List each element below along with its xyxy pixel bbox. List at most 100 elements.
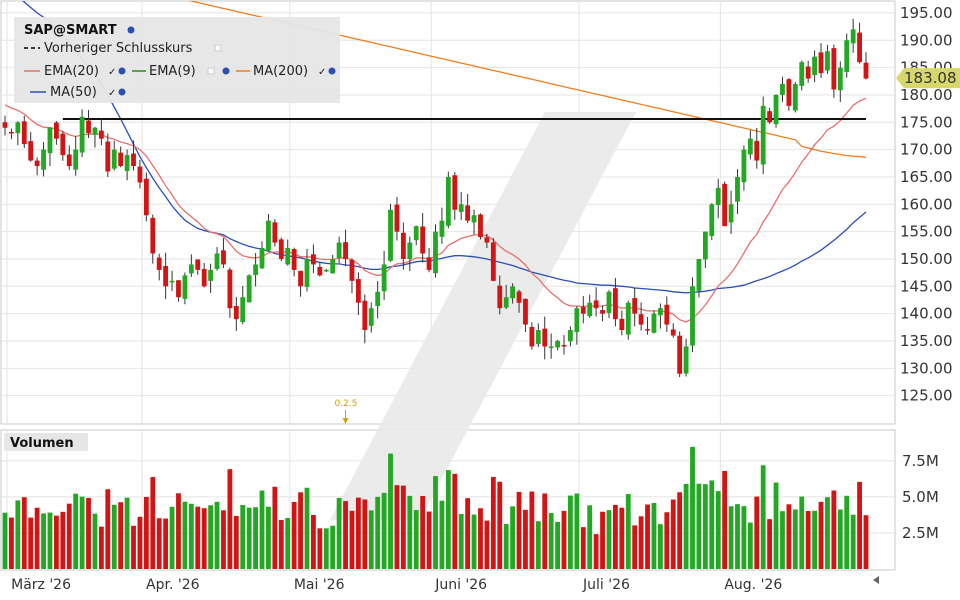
volume-bar — [28, 517, 34, 569]
candle-body — [266, 220, 271, 251]
legend-box — [14, 17, 340, 103]
volume-bar — [323, 528, 329, 569]
legend-item-ema9: EMA(9) — [149, 64, 196, 79]
candle-body — [561, 344, 567, 347]
watermark-logo — [330, 112, 636, 520]
volume-bar — [388, 453, 393, 569]
volume-bar — [317, 528, 323, 569]
candle-body — [195, 259, 201, 270]
volume-bar — [799, 496, 805, 569]
volume-bar — [767, 519, 773, 569]
volume-bar — [131, 525, 136, 569]
volume-bar — [336, 497, 342, 569]
month-label: Aug. '26 — [724, 577, 782, 593]
candle-body — [188, 264, 194, 274]
candle-body — [253, 264, 258, 275]
visibility-toggle-icon[interactable] — [214, 44, 222, 52]
candle-body — [150, 217, 156, 254]
candle-body — [28, 141, 34, 161]
volume-bar — [651, 503, 657, 569]
edit-check-icon[interactable]: ✓ — [318, 67, 326, 78]
candle-body — [632, 298, 638, 314]
candle-body — [593, 300, 599, 309]
volume-bar — [786, 504, 792, 569]
volume-bar — [221, 510, 226, 569]
settings-dot-icon[interactable] — [222, 67, 230, 75]
candle-body — [792, 84, 798, 111]
scroll-right-arrow-icon[interactable] — [873, 576, 879, 584]
candle-body — [233, 306, 239, 320]
candle-body — [799, 62, 805, 86]
settings-dot-icon[interactable] — [118, 88, 126, 96]
candle-body — [240, 297, 246, 323]
month-label: Mai '26 — [294, 577, 345, 593]
volume-bar — [66, 503, 72, 569]
candle-body — [478, 214, 483, 238]
candle-body — [98, 130, 104, 139]
candle-body — [625, 302, 631, 335]
volume-bar — [407, 495, 413, 569]
candle-body — [291, 249, 297, 270]
event-marker-label: 0.2.5 — [335, 399, 358, 409]
candle-body — [555, 340, 560, 348]
volume-bar — [214, 501, 220, 569]
y-tick-label: 180.00 — [900, 86, 953, 104]
volume-bar — [478, 508, 483, 569]
candle-body — [818, 52, 824, 74]
volume-bar — [632, 525, 638, 569]
candle-body — [702, 231, 708, 260]
volume-bar — [792, 509, 798, 569]
volume-bar — [420, 495, 426, 569]
legend-item-ma50: MA(50) — [50, 85, 97, 100]
visibility-toggle-icon[interactable] — [207, 67, 215, 75]
candle-body — [182, 275, 188, 299]
edit-check-icon[interactable]: ✓ — [108, 67, 116, 78]
candle-body — [156, 257, 162, 270]
volume-bar — [60, 511, 66, 569]
volume-axis: 2.5M 5.0M 7.5M — [902, 452, 939, 542]
volume-bar — [715, 491, 721, 569]
volume-bar — [548, 513, 554, 569]
volume-legend: Volumen — [4, 433, 88, 451]
chart-title: SAP@SMART — [24, 23, 117, 38]
legend-item-ema20: EMA(20) — [44, 64, 99, 79]
settings-dot-icon[interactable] — [127, 26, 135, 34]
volume-bar — [638, 516, 644, 569]
volume-bar — [143, 496, 149, 569]
volume-bar — [304, 487, 310, 569]
candle-body — [246, 275, 252, 303]
event-marker[interactable]: 0.2.5 — [335, 399, 358, 424]
candle-body — [381, 264, 387, 292]
candle-body — [439, 220, 445, 237]
volume-bar — [780, 511, 785, 569]
volume-bar — [439, 500, 445, 569]
volume-bar — [272, 486, 278, 569]
candle-body — [651, 313, 657, 333]
candle-body — [143, 178, 149, 216]
volume-bar — [291, 501, 297, 569]
ma200-line — [188, 1, 867, 158]
volume-bar — [208, 505, 214, 569]
volume-bar — [111, 504, 117, 569]
candle-body — [388, 209, 393, 261]
edit-check-icon[interactable]: ✓ — [108, 88, 116, 99]
volume-bar — [561, 510, 567, 569]
volume-bar — [593, 534, 599, 569]
volume-bar — [523, 509, 528, 569]
candle-body — [863, 62, 869, 79]
volume-bar — [201, 508, 207, 569]
volume-bar — [227, 469, 233, 569]
candle-body — [503, 297, 509, 308]
volume-bar — [465, 498, 471, 569]
candle-body — [497, 285, 503, 309]
volume-bar — [92, 513, 98, 569]
settings-dot-icon[interactable] — [328, 67, 336, 75]
volume-bar — [664, 512, 670, 569]
volume-bar — [458, 514, 464, 569]
candle-body — [259, 248, 265, 269]
volume-bar — [818, 501, 824, 569]
settings-dot-icon[interactable] — [118, 67, 126, 75]
candle-body — [670, 329, 676, 336]
volume-bar — [850, 514, 856, 569]
volume-bar — [413, 510, 419, 569]
